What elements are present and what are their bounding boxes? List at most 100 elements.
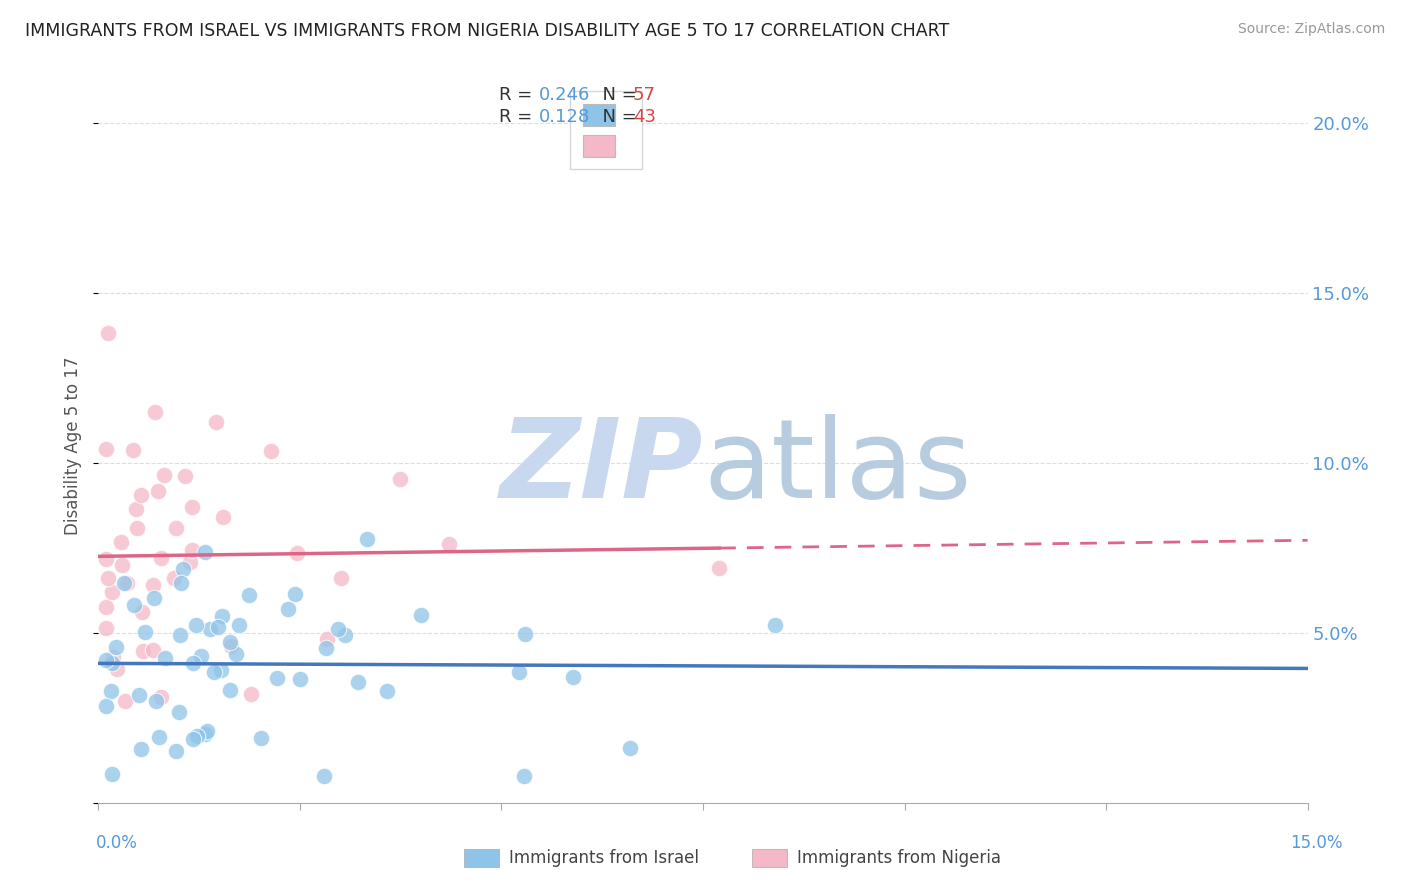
Point: [115, 576, 138, 591]
Point: [153, 467, 176, 482]
Text: ZIP: ZIP: [499, 414, 703, 521]
Point: [288, 672, 311, 686]
Point: [513, 627, 536, 641]
Point: [194, 545, 217, 559]
Point: [101, 656, 124, 670]
Text: R =: R =: [499, 108, 538, 126]
Point: [96, 699, 118, 714]
Point: [513, 769, 536, 783]
Point: [167, 705, 190, 719]
Point: [96, 621, 118, 635]
Point: [131, 605, 153, 619]
Point: [707, 561, 730, 575]
Text: R =: R =: [499, 87, 538, 104]
Point: [105, 662, 128, 676]
Text: Immigrants from Israel: Immigrants from Israel: [509, 849, 699, 867]
Point: [209, 663, 232, 677]
Text: 0.0%: 0.0%: [96, 834, 138, 852]
Point: [266, 672, 288, 686]
Point: [172, 562, 194, 576]
Point: [129, 742, 152, 756]
Point: [150, 551, 173, 566]
Point: [283, 587, 305, 601]
Point: [212, 510, 235, 524]
Text: N =: N =: [591, 108, 643, 126]
Point: [131, 644, 153, 658]
Point: [96, 653, 118, 667]
Point: [149, 690, 172, 704]
Point: [183, 731, 205, 746]
Point: [165, 521, 187, 535]
Point: [326, 622, 349, 636]
Point: [148, 484, 170, 499]
Y-axis label: Disability Age 5 to 17: Disability Age 5 to 17: [65, 357, 83, 535]
Text: N =: N =: [591, 87, 643, 104]
Point: [112, 576, 135, 591]
Point: [100, 683, 122, 698]
Point: [127, 520, 149, 534]
Point: [134, 624, 156, 639]
Point: [202, 665, 225, 679]
Point: [619, 741, 641, 756]
Point: [100, 767, 122, 781]
Point: [347, 674, 370, 689]
Point: [97, 326, 120, 340]
Point: [97, 570, 120, 584]
Point: [315, 641, 337, 656]
Text: 57: 57: [633, 87, 655, 104]
Point: [173, 468, 195, 483]
Point: [197, 723, 219, 738]
Point: [287, 546, 309, 560]
Text: Immigrants from Nigeria: Immigrants from Nigeria: [797, 849, 1001, 867]
Point: [315, 632, 337, 646]
Text: 0.128: 0.128: [538, 108, 589, 126]
Point: [250, 731, 273, 745]
Point: [763, 617, 786, 632]
Point: [110, 534, 132, 549]
Point: [333, 628, 356, 642]
Point: [170, 576, 193, 591]
Point: [228, 617, 250, 632]
Point: [219, 639, 242, 653]
Point: [330, 571, 353, 585]
Point: [184, 618, 207, 632]
Legend: , : ,: [571, 91, 643, 169]
Point: [411, 608, 433, 623]
Point: [142, 591, 165, 606]
Point: [163, 571, 186, 585]
Point: [312, 769, 335, 783]
Point: [96, 552, 118, 566]
Point: [124, 501, 146, 516]
Point: [181, 656, 204, 670]
Point: [143, 405, 166, 419]
Point: [101, 650, 124, 665]
Point: [96, 442, 118, 456]
Text: 0.246: 0.246: [538, 87, 591, 104]
Point: [186, 729, 208, 743]
Point: [240, 687, 263, 701]
Point: [437, 537, 460, 551]
Point: [142, 642, 165, 657]
Point: [277, 602, 299, 616]
Point: [148, 731, 170, 745]
Point: [96, 600, 118, 615]
Point: [155, 650, 177, 665]
Point: [114, 694, 136, 708]
Point: [375, 684, 398, 698]
Point: [111, 558, 134, 572]
Point: [260, 443, 283, 458]
Point: [562, 670, 585, 684]
Point: [238, 588, 260, 602]
Point: [218, 635, 240, 649]
Point: [225, 647, 247, 661]
Point: [180, 543, 202, 558]
Point: [180, 500, 202, 515]
Point: [211, 608, 233, 623]
Point: [356, 532, 378, 546]
Point: [179, 556, 201, 570]
Point: [128, 688, 150, 702]
Point: [200, 622, 222, 636]
Point: [508, 665, 530, 679]
Point: [165, 744, 187, 758]
Text: IMMIGRANTS FROM ISRAEL VS IMMIGRANTS FROM NIGERIA DISABILITY AGE 5 TO 17 CORRELA: IMMIGRANTS FROM ISRAEL VS IMMIGRANTS FRO…: [25, 22, 949, 40]
